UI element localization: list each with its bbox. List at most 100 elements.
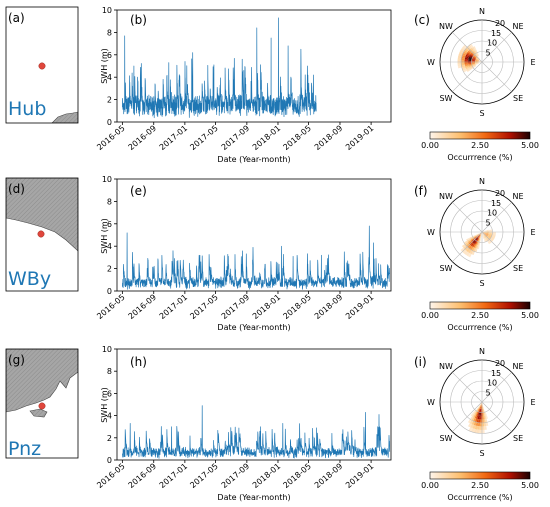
heat-cell [477, 426, 480, 430]
heat-cell [471, 63, 476, 66]
heat-cell [458, 51, 463, 55]
heat-cell [468, 245, 472, 250]
y-tick-label: 2 [107, 265, 112, 274]
heat-cell [479, 405, 481, 409]
heat-cell [473, 414, 477, 418]
heat-cell [477, 245, 480, 250]
heat-cell [476, 408, 480, 412]
heat-cell [460, 47, 465, 52]
heat-cell [476, 429, 480, 434]
compass-label: W [427, 398, 435, 407]
heat-cell [476, 245, 479, 249]
heat-cell [480, 408, 482, 413]
heat-cell [473, 55, 477, 58]
y-tick-label: 0 [107, 118, 112, 127]
map-panel-pnz: (g) Pnz [5, 348, 79, 460]
heat-cell [472, 55, 477, 59]
heat-cell [468, 240, 473, 245]
heat-cell [484, 426, 487, 430]
x-tick-label: 2016-05 [95, 462, 126, 490]
heat-cell [457, 57, 462, 61]
heat-cell [473, 244, 477, 248]
heat-cell [462, 53, 467, 57]
heat-cell [471, 428, 475, 433]
x-tick-label: 2016-09 [127, 462, 158, 490]
heat-cell [469, 250, 474, 255]
x-tick-label: 2018-09 [313, 293, 344, 321]
polar-ring-label: 10 [487, 209, 497, 218]
panel-label-h: (h) [130, 355, 147, 369]
compass-label: S [479, 279, 484, 288]
heat-cell [468, 427, 473, 432]
x-tick-label: 2017-01 [158, 124, 189, 152]
heat-cell [483, 235, 486, 239]
heat-cell [471, 247, 475, 252]
heat-cell [468, 44, 472, 49]
heat-cell [483, 415, 486, 420]
colorbar [429, 131, 531, 140]
polar-spoke [452, 61, 483, 92]
panel-label-e: (e) [130, 184, 147, 198]
heat-cell [471, 417, 475, 422]
heat-cell [471, 46, 475, 51]
heat-cell [473, 240, 476, 244]
heat-cell [473, 49, 477, 54]
heat-cell [482, 232, 484, 236]
heat-cell [488, 240, 491, 244]
compass-label: SE [513, 94, 523, 103]
heat-cell [468, 62, 472, 64]
heat-cell [465, 56, 469, 59]
heat-cell [492, 232, 496, 235]
heat-cell [482, 412, 485, 416]
heat-cell [468, 423, 472, 428]
y-tick-label: 8 [107, 28, 112, 37]
heat-cell [474, 414, 478, 419]
polar-spoke [452, 202, 483, 233]
x-axis-label: Date (Year-month) [217, 493, 290, 502]
y-axis-label: SWH (m) [100, 218, 109, 254]
heat-cell [470, 412, 474, 417]
compass-label: NW [439, 192, 453, 201]
heat-cell [475, 237, 478, 241]
panel-label-f: (f) [414, 184, 428, 198]
heat-cell [464, 48, 469, 52]
colorbar-tick-mid: 2.50 [471, 141, 489, 150]
heat-cell [483, 412, 486, 416]
heat-cell [471, 59, 476, 61]
heat-cell [473, 236, 477, 239]
heat-cell [479, 412, 482, 416]
heat-cell [463, 245, 468, 250]
heat-cell [468, 58, 472, 61]
heat-cell [470, 242, 474, 247]
heat-cell [461, 60, 465, 62]
heat-cell [476, 234, 480, 237]
map-panel-wby: (d) WBy [5, 177, 79, 292]
heat-cell [476, 415, 479, 419]
timeseries-panel-wby: (e) SWH (m) Date (Year-month) [100, 184, 291, 332]
colorbar-tick-max: 5.00 [521, 141, 539, 150]
heat-cell [475, 237, 479, 242]
timeseries-plot-hub: 0 2 4 6 8 10 2016-05 2016-09 2017-01 2017-05 2017-… [95, 6, 392, 152]
map-panel-hub: (a) Hub [5, 6, 79, 124]
y-tick-label: 6 [107, 220, 112, 229]
heat-cell [477, 404, 481, 409]
y-axis-label: SWH (m) [100, 48, 109, 84]
heat-cell [472, 235, 477, 239]
heat-cell [472, 234, 476, 238]
polar-ring-label: 5 [485, 48, 490, 57]
x-axis-label: Date (Year-month) [217, 155, 290, 164]
heat-cell [480, 235, 482, 239]
polar-spoke [452, 231, 483, 262]
polar-spoke [481, 32, 512, 63]
polar-ring-label: 15 [491, 29, 501, 38]
heat-cell [482, 408, 484, 413]
heat-cell [482, 405, 484, 409]
heat-cell [486, 236, 491, 240]
heat-cell [478, 238, 481, 243]
panel-label-c: (c) [414, 13, 430, 27]
heat-cell [476, 238, 480, 242]
heat-cell [461, 46, 466, 50]
heat-cell [466, 51, 471, 55]
x-tick-label: 2016-05 [95, 293, 126, 321]
